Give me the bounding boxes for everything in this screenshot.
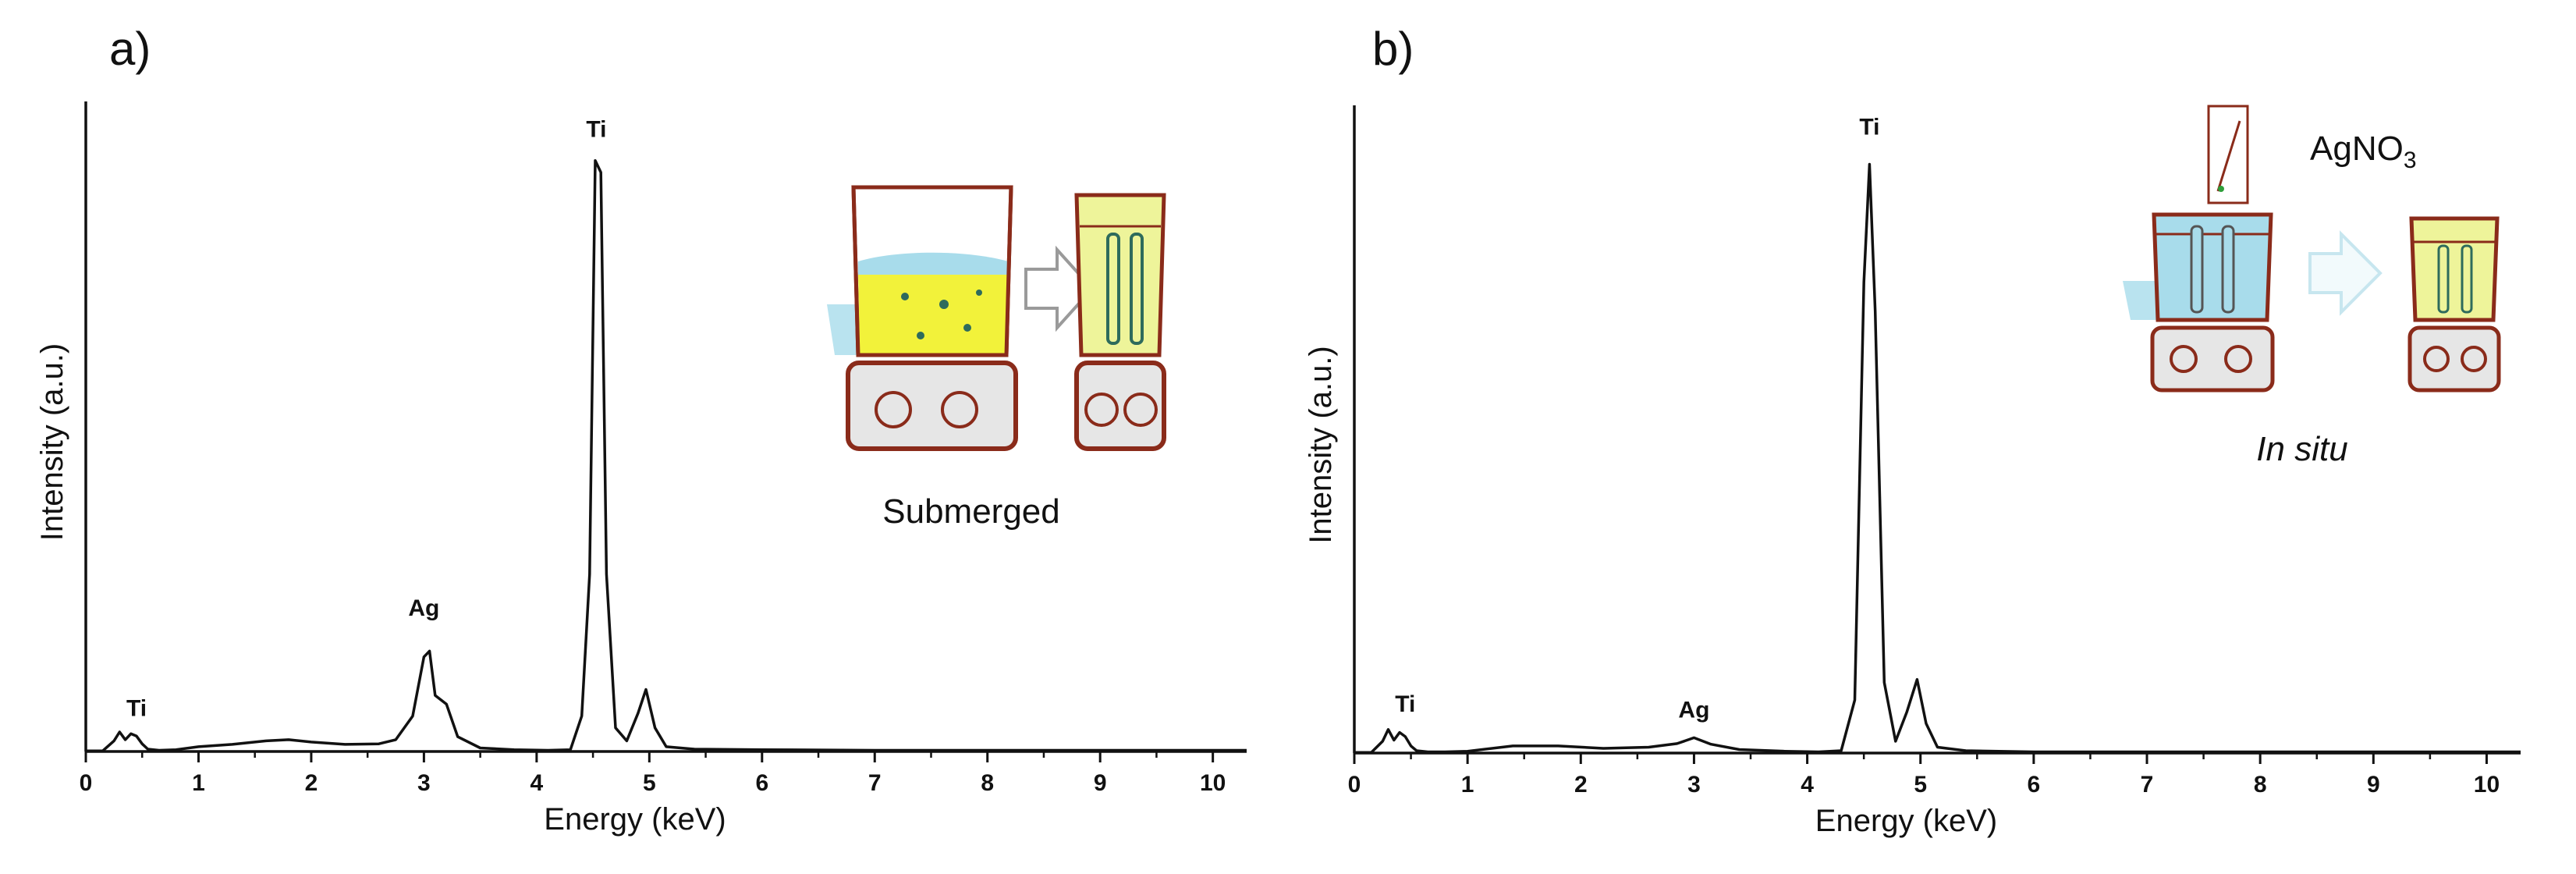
x-tick-label: 0 [1348, 772, 1361, 798]
in-situ-process-illustration: AgNO3 [2123, 105, 2501, 393]
x-tick-label: 6 [755, 770, 768, 796]
x-tick-label: 10 [1200, 770, 1226, 796]
peak-label: Ti [586, 116, 606, 142]
peak-label: Ti [126, 696, 147, 722]
submerged-process-illustration [827, 185, 1166, 451]
x-ticks-b: 0 1 2 3 4 5 6 7 8 9 10 [1348, 753, 2500, 798]
eds-spectrum-chart-b: 0 1 2 3 4 5 6 7 8 9 10 Ti Ag Ti Energy (keV) Intensi… [1304, 105, 2521, 838]
x-tick-label: 9 [1094, 770, 1107, 796]
x-ticks-a: 0 1 2 3 4 5 6 7 8 9 10 [80, 751, 1226, 796]
peak-label: Ag [1678, 698, 1709, 723]
chart-panel-b: b) 0 1 2 3 4 5 6 7 8 9 10 Ti Ag Ti Energy (keV) Inte… [1288, 0, 2576, 874]
x-axis-label-b: Energy (keV) [1815, 804, 1997, 838]
inset-caption-in-situ: In situ [2256, 430, 2347, 468]
stirrer-plate-icon [846, 361, 1018, 451]
x-tick-label: 0 [80, 770, 93, 796]
x-tick-label: 7 [2141, 772, 2154, 798]
light-process-arrow-icon [2308, 230, 2383, 316]
process-arrow-icon [1024, 245, 1095, 332]
x-axis-label-a: Energy (keV) [544, 802, 726, 837]
dropper-tube-icon [2207, 105, 2249, 204]
beaker-with-solution-icon [827, 185, 1013, 357]
peak-labels-b: Ti Ag Ti [1395, 115, 1879, 723]
y-axis-label-a: Intensity (a.u.) [35, 343, 69, 541]
x-tick-label: 8 [981, 770, 994, 796]
panel-label-b: b) [1372, 23, 1414, 75]
x-tick-label: 4 [1801, 772, 1814, 798]
chart-panel-a: a) 0 1 2 3 4 5 6 7 8 9 10 Ti Ag Ti Energy (keV) Inte… [35, 23, 1247, 837]
eds-spectrum-chart-a: 0 1 2 3 4 5 6 7 8 9 10 Ti Ag Ti Energy (keV) Intensi… [35, 101, 1247, 837]
x-tick-label: 1 [1461, 772, 1474, 798]
x-tick-label: 4 [530, 770, 544, 796]
x-tick-label: 10 [2474, 772, 2500, 798]
reagent-label: AgNO3 [2310, 130, 2417, 173]
x-tick-label: 2 [1574, 772, 1588, 798]
x-tick-label: 9 [2367, 772, 2380, 798]
beaker-with-coated-rods-icon [1074, 193, 1166, 451]
beaker-with-coated-rods-b-icon [2407, 216, 2501, 393]
x-tick-label: 6 [2028, 772, 2041, 798]
beaker-with-blue-solution-icon [2123, 212, 2275, 393]
spectrum-line-b [1354, 162, 2521, 754]
x-tick-label: 3 [1687, 772, 1701, 798]
x-tick-label: 2 [305, 770, 318, 796]
y-axis-label-b: Intensity (a.u.) [1304, 346, 1338, 543]
peak-label: Ti [1859, 115, 1879, 140]
inset-caption-submerged: Submerged [882, 492, 1059, 531]
x-tick-label: 5 [643, 770, 656, 796]
x-tick-label: 1 [192, 770, 205, 796]
axes-b [1353, 105, 2521, 755]
spectrum-line-a [86, 158, 1247, 752]
peak-label: Ag [408, 595, 439, 621]
peak-label: Ti [1395, 691, 1415, 717]
peak-labels-a: Ti Ag Ti [126, 116, 607, 721]
x-tick-label: 5 [1914, 772, 1927, 798]
x-tick-label: 8 [2254, 772, 2267, 798]
axes-a [84, 101, 1247, 753]
x-tick-label: 7 [868, 770, 882, 796]
x-tick-label: 3 [417, 770, 431, 796]
panel-label-a: a) [109, 23, 151, 75]
